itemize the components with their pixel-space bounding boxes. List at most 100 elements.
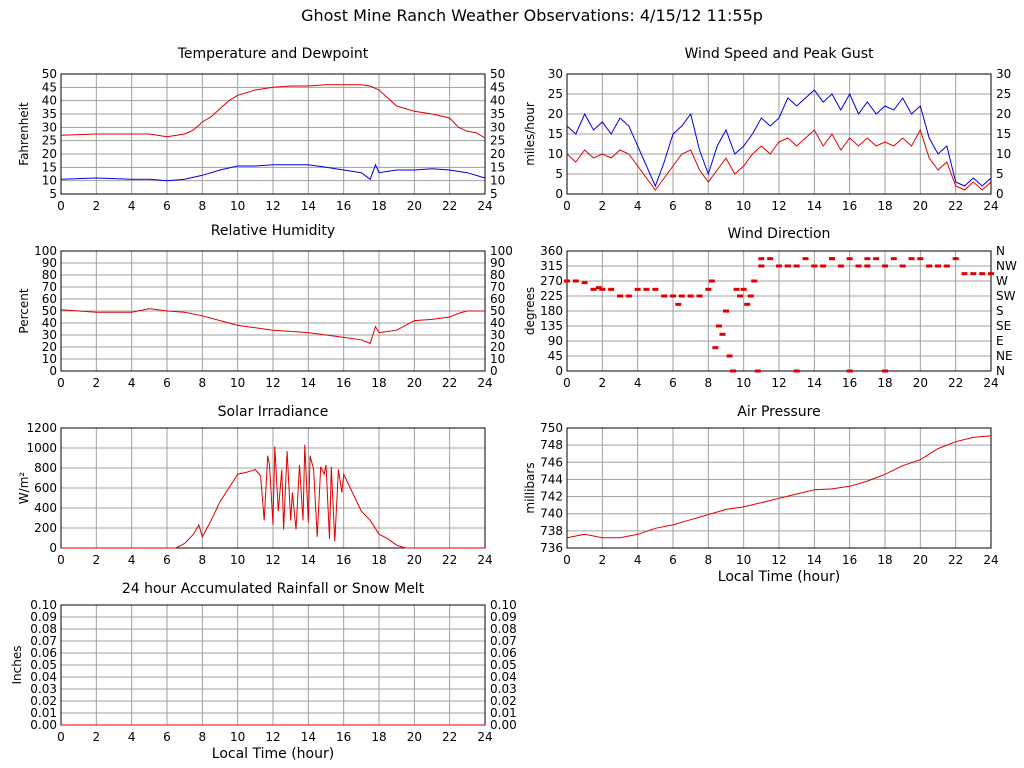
y-axis-label: Inches <box>10 646 24 685</box>
x-tick-label: 4 <box>634 376 642 390</box>
data-point <box>873 257 880 261</box>
data-point <box>793 264 800 268</box>
data-point <box>581 281 588 285</box>
y-tick-label: 5 <box>555 167 563 181</box>
y-tick-label: 30 <box>42 120 57 134</box>
data-point <box>882 264 888 268</box>
y-tick-label: 5 <box>49 187 57 201</box>
data-point <box>564 279 570 283</box>
data-point <box>730 369 737 373</box>
data-point <box>758 264 765 268</box>
x-tick-label: 0 <box>57 199 65 213</box>
x-axis-label: Local Time (hour) <box>718 569 840 585</box>
data-point <box>846 369 853 373</box>
y-tick-label-right: 50 <box>490 304 505 318</box>
x-tick-label: 16 <box>842 376 857 390</box>
y-tick-label: 0 <box>49 364 57 378</box>
x-tick-label: 10 <box>230 199 245 213</box>
x-tick-label: 14 <box>807 553 822 567</box>
x-tick-label: 20 <box>407 376 422 390</box>
y-tick-label-right: 25 <box>996 87 1011 101</box>
x-tick-label: 8 <box>705 376 713 390</box>
x-tick-label: 8 <box>705 553 713 567</box>
y-tick-label: 736 <box>540 541 563 555</box>
data-point <box>829 257 835 261</box>
x-tick-label: 10 <box>736 199 751 213</box>
y-tick-label-right: 15 <box>490 160 505 174</box>
x-tick-label: 8 <box>199 376 207 390</box>
x-tick-label: 14 <box>301 730 316 744</box>
y-tick-label: 1200 <box>26 421 57 435</box>
y-tick-label: 742 <box>540 490 563 504</box>
x-tick-label: 2 <box>93 553 101 567</box>
y-tick-label: 0.04 <box>30 670 57 684</box>
plot-frame <box>60 427 486 549</box>
data-point <box>696 294 703 298</box>
y-axis-label: miles/hour <box>523 102 537 166</box>
y-tick-label: 0 <box>555 364 563 378</box>
data-point <box>712 346 719 350</box>
x-tick-label: 20 <box>913 199 928 213</box>
data-point <box>952 257 959 261</box>
x-tick-label: 16 <box>336 730 351 744</box>
y-tick-label: 738 <box>540 524 563 538</box>
y-tick-label: 800 <box>34 461 57 475</box>
data-point <box>590 287 597 291</box>
y-tick-label-right: 0.03 <box>490 682 517 696</box>
series-line-solar <box>61 444 485 549</box>
x-tick-label: 4 <box>128 730 136 744</box>
x-tick-label: 4 <box>128 553 136 567</box>
x-tick-label: 18 <box>371 553 386 567</box>
y-tick-label-right: 40 <box>490 94 505 108</box>
x-tick-label: 22 <box>948 199 963 213</box>
y-tick-label: 50 <box>42 67 57 81</box>
data-point <box>811 264 818 268</box>
x-tick-label: 16 <box>336 553 351 567</box>
x-tick-label: 4 <box>634 199 642 213</box>
x-tick-label: 12 <box>265 730 280 744</box>
y-tick-label-right: 10 <box>490 352 505 366</box>
y-tick-label-right: 50 <box>490 67 505 81</box>
y-tick-label-right: N <box>996 244 1005 258</box>
x-tick-label: 16 <box>842 553 857 567</box>
x-tick-label: 8 <box>199 730 207 744</box>
x-tick-label: 12 <box>771 553 786 567</box>
x-tick-label: 10 <box>230 730 245 744</box>
data-point <box>740 287 747 291</box>
data-point <box>687 294 694 298</box>
x-tick-label: 16 <box>842 199 857 213</box>
x-tick-label: 0 <box>57 553 65 567</box>
data-point <box>595 286 602 290</box>
series-line-temperature <box>60 84 486 139</box>
y-tick-label-right: 0.02 <box>490 694 517 708</box>
y-tick-label: 748 <box>540 438 563 452</box>
y-tick-label: 180 <box>540 304 563 318</box>
data-point <box>572 279 579 283</box>
x-tick-label: 22 <box>442 199 457 213</box>
y-tick-label-right: 20 <box>996 107 1011 121</box>
y-axis-label: W/m² <box>17 472 31 505</box>
x-tick-label: 22 <box>442 376 457 390</box>
x-tick-label: 12 <box>265 376 280 390</box>
x-tick-label: 18 <box>371 199 386 213</box>
data-point <box>767 257 774 261</box>
y-tick-label-right: 10 <box>996 147 1011 161</box>
y-tick-label: 90 <box>42 256 57 270</box>
data-point <box>820 264 827 268</box>
data-point <box>634 287 641 291</box>
chart-rain: 24 hour Accumulated Rainfall or Snow Mel… <box>10 581 517 762</box>
y-tick-label: 50 <box>42 304 57 318</box>
plot-frame <box>60 73 486 195</box>
x-tick-label: 6 <box>163 199 171 213</box>
plot-frame <box>566 250 992 372</box>
x-tick-label: 0 <box>563 553 571 567</box>
x-tick-label: 24 <box>477 376 492 390</box>
y-tick-label: 740 <box>540 507 563 521</box>
data-point <box>758 257 765 261</box>
y-tick-label: 70 <box>42 280 57 294</box>
x-tick-label: 22 <box>948 553 963 567</box>
